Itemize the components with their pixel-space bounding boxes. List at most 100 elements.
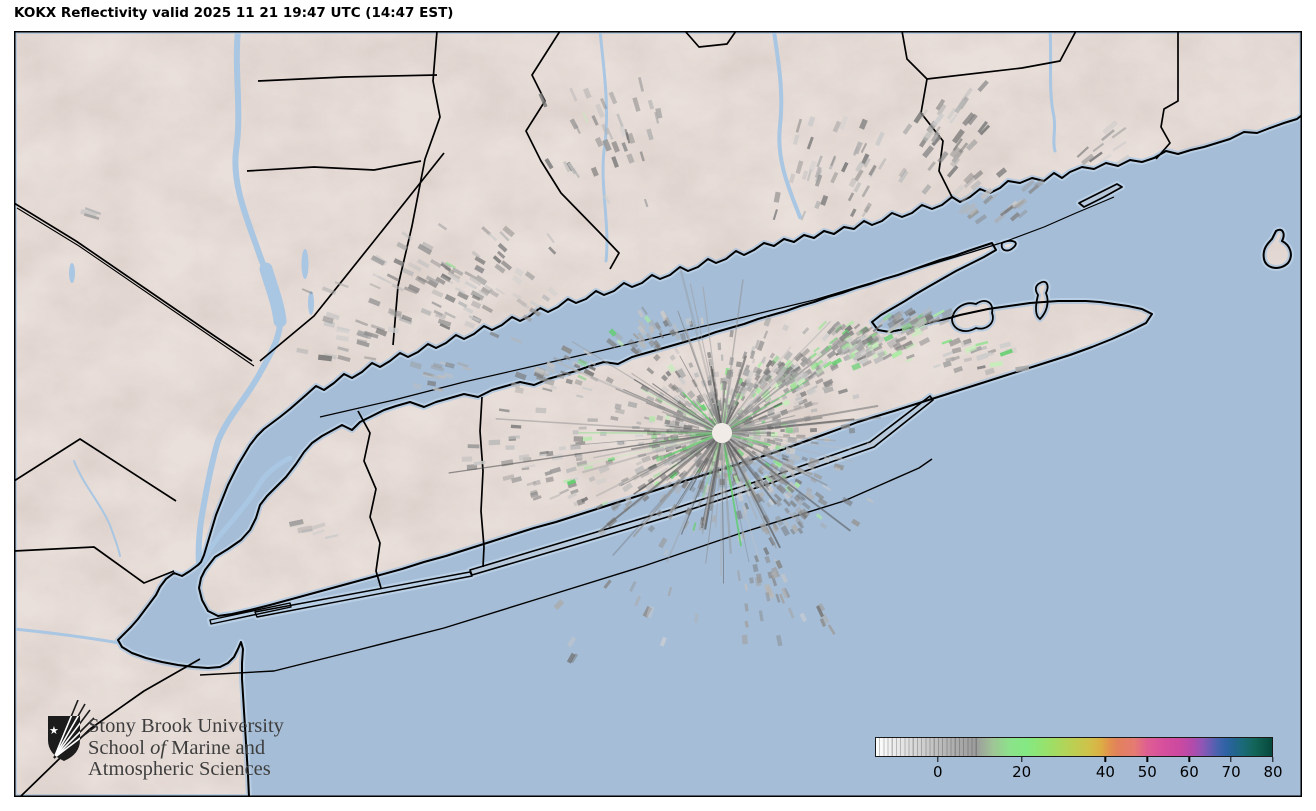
- echo-bin: [866, 442, 874, 446]
- clutter-spoke: [724, 413, 728, 424]
- echo-bin: [626, 153, 635, 164]
- echo-bin: [911, 329, 923, 338]
- echo-bin: [742, 505, 748, 514]
- clutter-spoke: [715, 442, 722, 528]
- echo-bin: [546, 233, 555, 244]
- echo-bin: [870, 333, 882, 344]
- clutter-spoke: [730, 438, 784, 474]
- echo-bin: [801, 496, 807, 502]
- echo-bin: [932, 309, 945, 318]
- echo-bin: [922, 128, 935, 142]
- echo-bin: [583, 368, 595, 378]
- colorbar-tickmark: [1104, 757, 1107, 762]
- echo-bin: [869, 338, 880, 346]
- echo-bin: [532, 479, 541, 487]
- echo-bin: [816, 155, 823, 168]
- echo-bin: [787, 436, 798, 444]
- clutter-spoke: [701, 442, 721, 498]
- echo-bin: [677, 368, 687, 379]
- echo-bin: [420, 307, 432, 316]
- echo-bin: [470, 290, 485, 301]
- echo-bin: [743, 420, 752, 426]
- echo-bin: [750, 388, 757, 395]
- echo-bin: [771, 355, 780, 364]
- echo-bin: [1101, 129, 1115, 142]
- echo-bin: [566, 636, 577, 648]
- echo-bin: [774, 475, 786, 485]
- echo-bin: [821, 357, 830, 364]
- clutter-spoke: [689, 440, 718, 479]
- echo-bin: [815, 377, 824, 385]
- echo-bin: [662, 319, 670, 328]
- echo-bin: [297, 525, 313, 534]
- echo-bin: [566, 479, 577, 486]
- echo-bin: [1015, 365, 1030, 373]
- echo-bin: [806, 169, 813, 182]
- echo-bin: [655, 509, 663, 517]
- shield-rays-inner: [53, 716, 80, 759]
- echo-bin: [356, 331, 370, 339]
- echo-bin: [696, 461, 702, 468]
- echo-bin: [793, 427, 799, 433]
- echo-bin: [849, 342, 861, 352]
- echo-bin: [752, 383, 759, 390]
- echo-bin: [661, 374, 669, 382]
- echo-bin: [930, 131, 940, 143]
- echo-bin: [401, 267, 415, 277]
- clutter-spoke: [631, 433, 713, 451]
- echo-bin: [569, 87, 578, 102]
- echo-bin: [498, 408, 510, 413]
- echo-bin: [417, 243, 433, 255]
- echo-bin: [822, 360, 833, 369]
- clutter-spoke: [665, 425, 713, 433]
- echo-bin: [335, 334, 349, 342]
- echo-bin: [500, 260, 513, 271]
- echo-bin: [708, 407, 716, 417]
- echo-bin: [840, 423, 851, 430]
- echo-bin: [797, 527, 804, 535]
- echo-bin: [749, 350, 756, 360]
- echo-bin: [946, 165, 959, 178]
- echo-bin: [401, 314, 413, 323]
- echo-bin: [637, 76, 645, 92]
- echo-bin: [644, 416, 650, 421]
- echo-bin: [744, 502, 750, 510]
- echo-bin: [789, 500, 798, 508]
- echo-bin: [582, 87, 592, 99]
- clutter-spoke: [705, 394, 719, 424]
- echo-bin: [409, 361, 423, 370]
- echo-bin: [895, 335, 907, 344]
- echo-bin: [690, 486, 696, 493]
- echo-bin: [766, 502, 772, 508]
- echo-bin: [325, 311, 340, 321]
- clutter-spoke: [724, 441, 759, 520]
- echo-bin: [771, 448, 782, 457]
- echo-bin: [774, 515, 784, 527]
- echo-bin: [963, 202, 977, 215]
- sound-water-boundary: [319, 241, 1005, 418]
- echo-bin: [754, 339, 760, 349]
- echo-bin: [606, 338, 618, 349]
- echo-bin: [603, 579, 612, 589]
- echo-bin: [635, 434, 644, 437]
- clutter-spoke: [690, 432, 713, 437]
- echo-bin: [545, 366, 557, 374]
- clutter-spoke: [730, 412, 775, 431]
- echo-bin: [928, 316, 941, 326]
- echo-bin: [697, 499, 703, 508]
- echo-bin: [763, 316, 772, 327]
- echo-bin: [437, 222, 448, 231]
- echo-bin: [979, 124, 991, 136]
- echo-bin: [856, 345, 865, 352]
- echo-bin: [790, 523, 800, 533]
- clutter-spoke: [721, 442, 725, 466]
- shield-star-icon: ★: [49, 724, 59, 737]
- echo-bin: [730, 414, 738, 422]
- echo-bin: [841, 161, 849, 173]
- echo-bin: [495, 287, 506, 295]
- echo-bin: [737, 377, 744, 385]
- echo-bin: [663, 480, 673, 490]
- echo-bin: [806, 136, 814, 150]
- echo-bin: [782, 324, 790, 332]
- echo-bin: [779, 593, 786, 604]
